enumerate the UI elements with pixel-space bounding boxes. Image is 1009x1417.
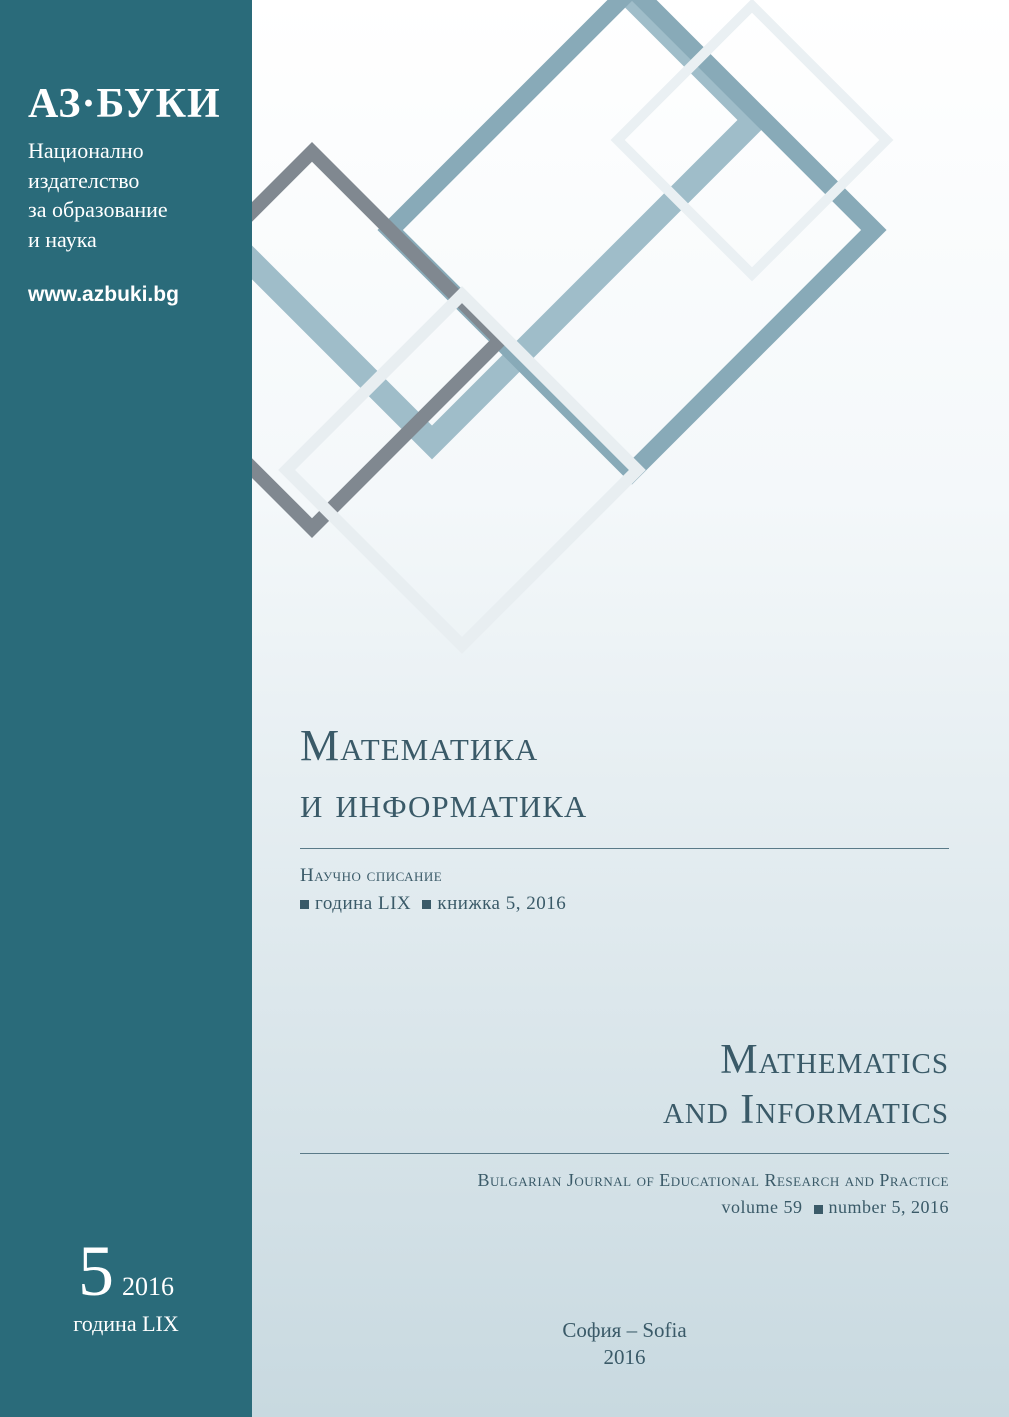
- publisher-description: Национално издателство за образование и …: [28, 136, 224, 255]
- bullet-icon: [422, 900, 431, 909]
- bullet-icon: [814, 1205, 823, 1214]
- issue-year: 2016: [122, 1272, 174, 1302]
- journal-subtitle-en: Bulgarian Journal of Educational Researc…: [300, 1170, 949, 1191]
- journal-title-bg-line1: Математика: [300, 720, 949, 773]
- issue-volume: година LIX: [28, 1311, 224, 1337]
- publisher-line: Национално: [28, 138, 144, 163]
- meta-issue-en: number 5, 2016: [829, 1197, 949, 1217]
- journal-meta-bg: година LIX книжка 5, 2016: [300, 893, 949, 915]
- journal-title-en-line2: and Informatics: [300, 1085, 949, 1135]
- issue-identifier: 5 2016: [28, 1235, 224, 1307]
- sidebar-top: АЗ·БУКИ Национално издателство за образо…: [28, 80, 224, 307]
- bullet-icon: [300, 900, 309, 909]
- divider: [300, 1153, 949, 1154]
- journal-subtitle-bg: Научно списание: [300, 865, 949, 887]
- meta-volume-en: volume 59: [722, 1197, 803, 1217]
- journal-title-bg-line2: и информатика: [300, 777, 949, 830]
- cover-footer: София – Sofia 2016: [300, 1318, 949, 1370]
- journal-title-en-line1: Mathematics: [300, 1035, 949, 1085]
- footer-year: 2016: [300, 1345, 949, 1370]
- publisher-line: издателство: [28, 168, 139, 193]
- journal-meta-en: volume 59 number 5, 2016: [300, 1197, 949, 1218]
- title-english-block: Mathematics and Informatics Bulgarian Jo…: [300, 1035, 949, 1219]
- journal-cover: АЗ·БУКИ Национално издателство за образо…: [0, 0, 1009, 1417]
- publisher-line: за образование: [28, 197, 168, 222]
- title-content: Математика и информатика Научно списание…: [300, 720, 949, 1370]
- decorative-diamonds: [252, 0, 1009, 700]
- sidebar: АЗ·БУКИ Национално издателство за образо…: [0, 0, 252, 1417]
- meta-volume-bg: година LIX: [315, 893, 411, 914]
- main-content: Математика и информатика Научно списание…: [252, 0, 1009, 1417]
- footer-city: София – Sofia: [300, 1318, 949, 1343]
- meta-issue-bg: книжка 5, 2016: [437, 893, 566, 914]
- publisher-logo: АЗ·БУКИ: [28, 80, 224, 128]
- sidebar-bottom: 5 2016 година LIX: [28, 1235, 224, 1357]
- issue-number: 5: [78, 1235, 114, 1307]
- divider: [300, 848, 949, 849]
- publisher-line: и наука: [28, 227, 97, 252]
- publisher-website: www.azbuki.bg: [28, 283, 224, 307]
- title-bulgarian-block: Математика и информатика Научно списание…: [300, 720, 949, 915]
